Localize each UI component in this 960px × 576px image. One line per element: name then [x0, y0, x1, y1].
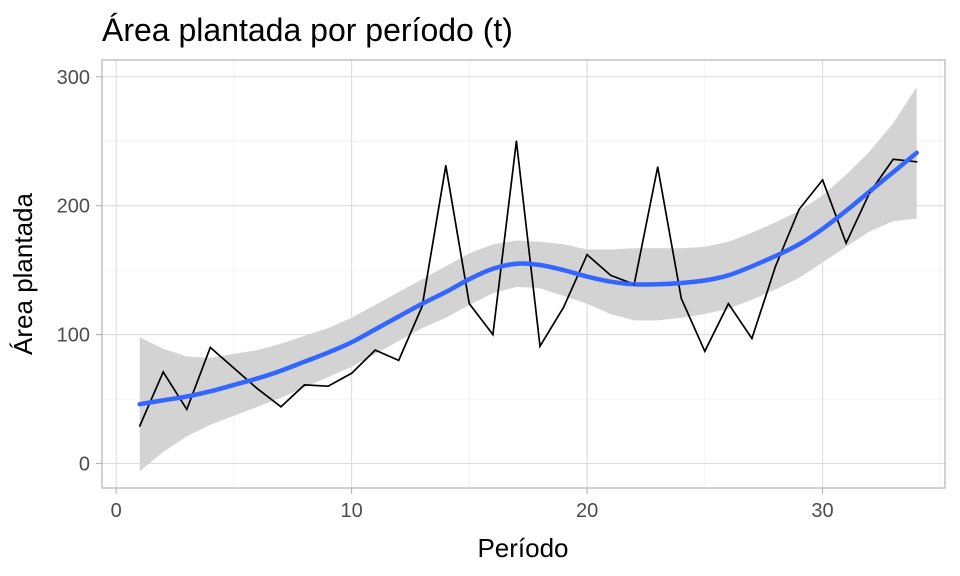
observed-point: [821, 179, 824, 181]
observed-point: [468, 302, 471, 305]
observed-point: [209, 346, 212, 349]
x-tick-label: 0: [111, 500, 122, 522]
observed-point: [162, 371, 165, 373]
observed-point: [374, 349, 376, 351]
observed-point: [656, 166, 659, 168]
observed-point: [539, 345, 541, 347]
observed-point: [586, 253, 588, 256]
observed-point: [233, 367, 235, 369]
observed-point: [774, 265, 777, 268]
observed-point: [727, 302, 730, 305]
chart-title: Área plantada por período (t): [102, 12, 513, 48]
observed-point: [256, 387, 259, 390]
observed-point: [609, 274, 612, 277]
series-points: [138, 140, 918, 427]
observed-point: [515, 140, 518, 143]
x-tick-label: 30: [811, 500, 833, 522]
observed-point: [798, 208, 800, 211]
observed-point: [492, 333, 494, 336]
x-axis-title: Período: [477, 533, 568, 563]
observed-point: [303, 384, 306, 386]
confidence-band: [139, 87, 917, 472]
observed-point: [397, 359, 400, 362]
y-axis-title: Área plantada: [8, 193, 38, 355]
observed-point: [751, 337, 753, 340]
y-tick-label: 0: [79, 454, 90, 476]
observed-point: [845, 242, 847, 244]
x-tick-label: 10: [340, 500, 362, 522]
observed-point: [704, 350, 706, 353]
smooth-trend-line: [137, 150, 919, 407]
observed-point: [868, 191, 871, 194]
y-tick-label: 100: [57, 325, 90, 347]
observed-point: [915, 161, 918, 163]
observed-point: [421, 305, 424, 308]
observed-point: [185, 408, 188, 411]
plot-panel-border: [101, 59, 946, 489]
observed-point: [327, 385, 329, 387]
observed-point: [892, 158, 894, 161]
observed-point: [350, 372, 353, 375]
observed-point: [562, 306, 565, 309]
x-tick-label: 20: [576, 500, 598, 522]
y-tick-label: 300: [57, 67, 90, 89]
y-tick-label: 200: [57, 196, 90, 218]
observed-series-line: [138, 141, 917, 427]
observed-point: [633, 283, 635, 286]
observed-point: [280, 405, 282, 408]
observed-point: [444, 164, 447, 167]
observed-point: [680, 297, 683, 300]
observed-point: [138, 425, 141, 427]
